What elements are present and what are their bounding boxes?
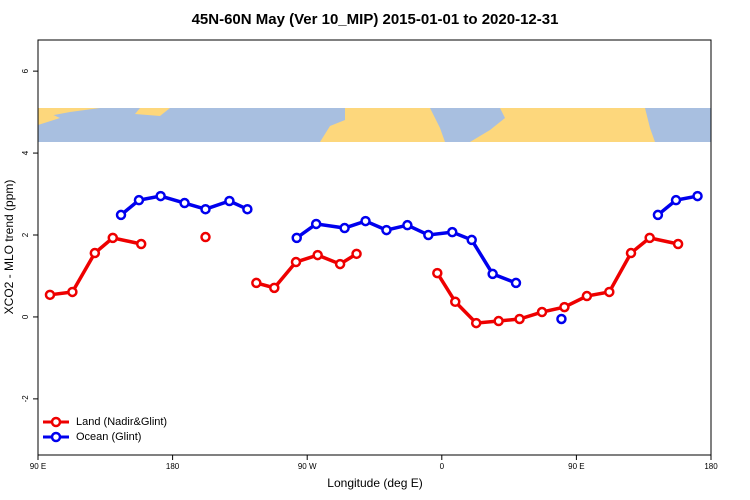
y-tick-label: -2 — [21, 395, 30, 403]
data-point — [559, 301, 570, 313]
data-point — [251, 277, 262, 289]
data-point — [581, 290, 593, 302]
data-point — [536, 306, 548, 318]
data-point — [67, 286, 78, 298]
x-tick-label: 0 — [440, 462, 445, 471]
data-point — [493, 315, 504, 327]
series-line — [49, 235, 679, 325]
data-point — [672, 238, 684, 250]
data-point — [135, 238, 147, 250]
x-tick-label: 180 — [704, 462, 718, 471]
y-tick-label: 4 — [21, 150, 30, 155]
data-point — [423, 229, 434, 241]
data-point — [470, 317, 482, 329]
x-axis-label: Longitude (deg E) — [327, 476, 422, 490]
data-point — [556, 313, 567, 325]
data-point — [514, 313, 525, 325]
data-point — [466, 234, 477, 246]
data-point — [381, 224, 392, 236]
data-point — [351, 248, 362, 260]
data-point — [360, 215, 371, 227]
x-tick-label: 90 E — [568, 462, 584, 471]
data-point — [334, 258, 346, 270]
chart-title: 45N-60N May (Ver 10_MIP) 2015-01-01 to 2… — [192, 11, 559, 28]
legend-marker — [50, 431, 62, 443]
x-tick-label: 90 W — [298, 462, 317, 471]
data-point — [625, 247, 637, 259]
data-point — [644, 232, 655, 244]
data-point — [200, 203, 211, 215]
data-point — [510, 277, 522, 289]
y-tick-label: 6 — [21, 68, 30, 73]
legend-label: Ocean (Glint) — [76, 431, 141, 443]
x-tick-label: 180 — [166, 462, 180, 471]
data-point — [269, 282, 280, 294]
data-point — [310, 218, 322, 230]
data-point — [290, 256, 302, 268]
data-point — [242, 203, 253, 215]
data-point — [604, 286, 615, 298]
data-point — [450, 296, 461, 308]
data-point — [224, 195, 235, 207]
data-point — [291, 232, 302, 244]
data-point — [447, 226, 458, 238]
data-point — [670, 194, 682, 206]
x-tick-label: 90 E — [30, 462, 46, 471]
data-point — [89, 247, 101, 259]
map-strip — [38, 108, 711, 142]
data-point — [200, 231, 211, 243]
data-point — [432, 267, 443, 279]
data-point — [487, 268, 498, 280]
y-axis-label: XCO2 - MLO trend (ppm) — [2, 180, 16, 315]
y-tick-label: 0 — [21, 314, 30, 319]
data-point — [133, 194, 145, 206]
plot-frame — [37, 39, 712, 456]
data-point — [155, 190, 166, 202]
data-point — [44, 289, 56, 301]
data-point — [402, 219, 413, 231]
data-point — [179, 197, 190, 209]
y-tick-label: 2 — [21, 232, 30, 237]
data-point — [115, 209, 127, 221]
data-point — [692, 190, 703, 202]
data-point — [312, 249, 323, 261]
legend-marker — [50, 416, 62, 428]
data-point — [652, 209, 664, 221]
data-point — [339, 222, 350, 234]
legend-label: Land (Nadir&Glint) — [76, 416, 167, 428]
data-point — [107, 232, 119, 244]
